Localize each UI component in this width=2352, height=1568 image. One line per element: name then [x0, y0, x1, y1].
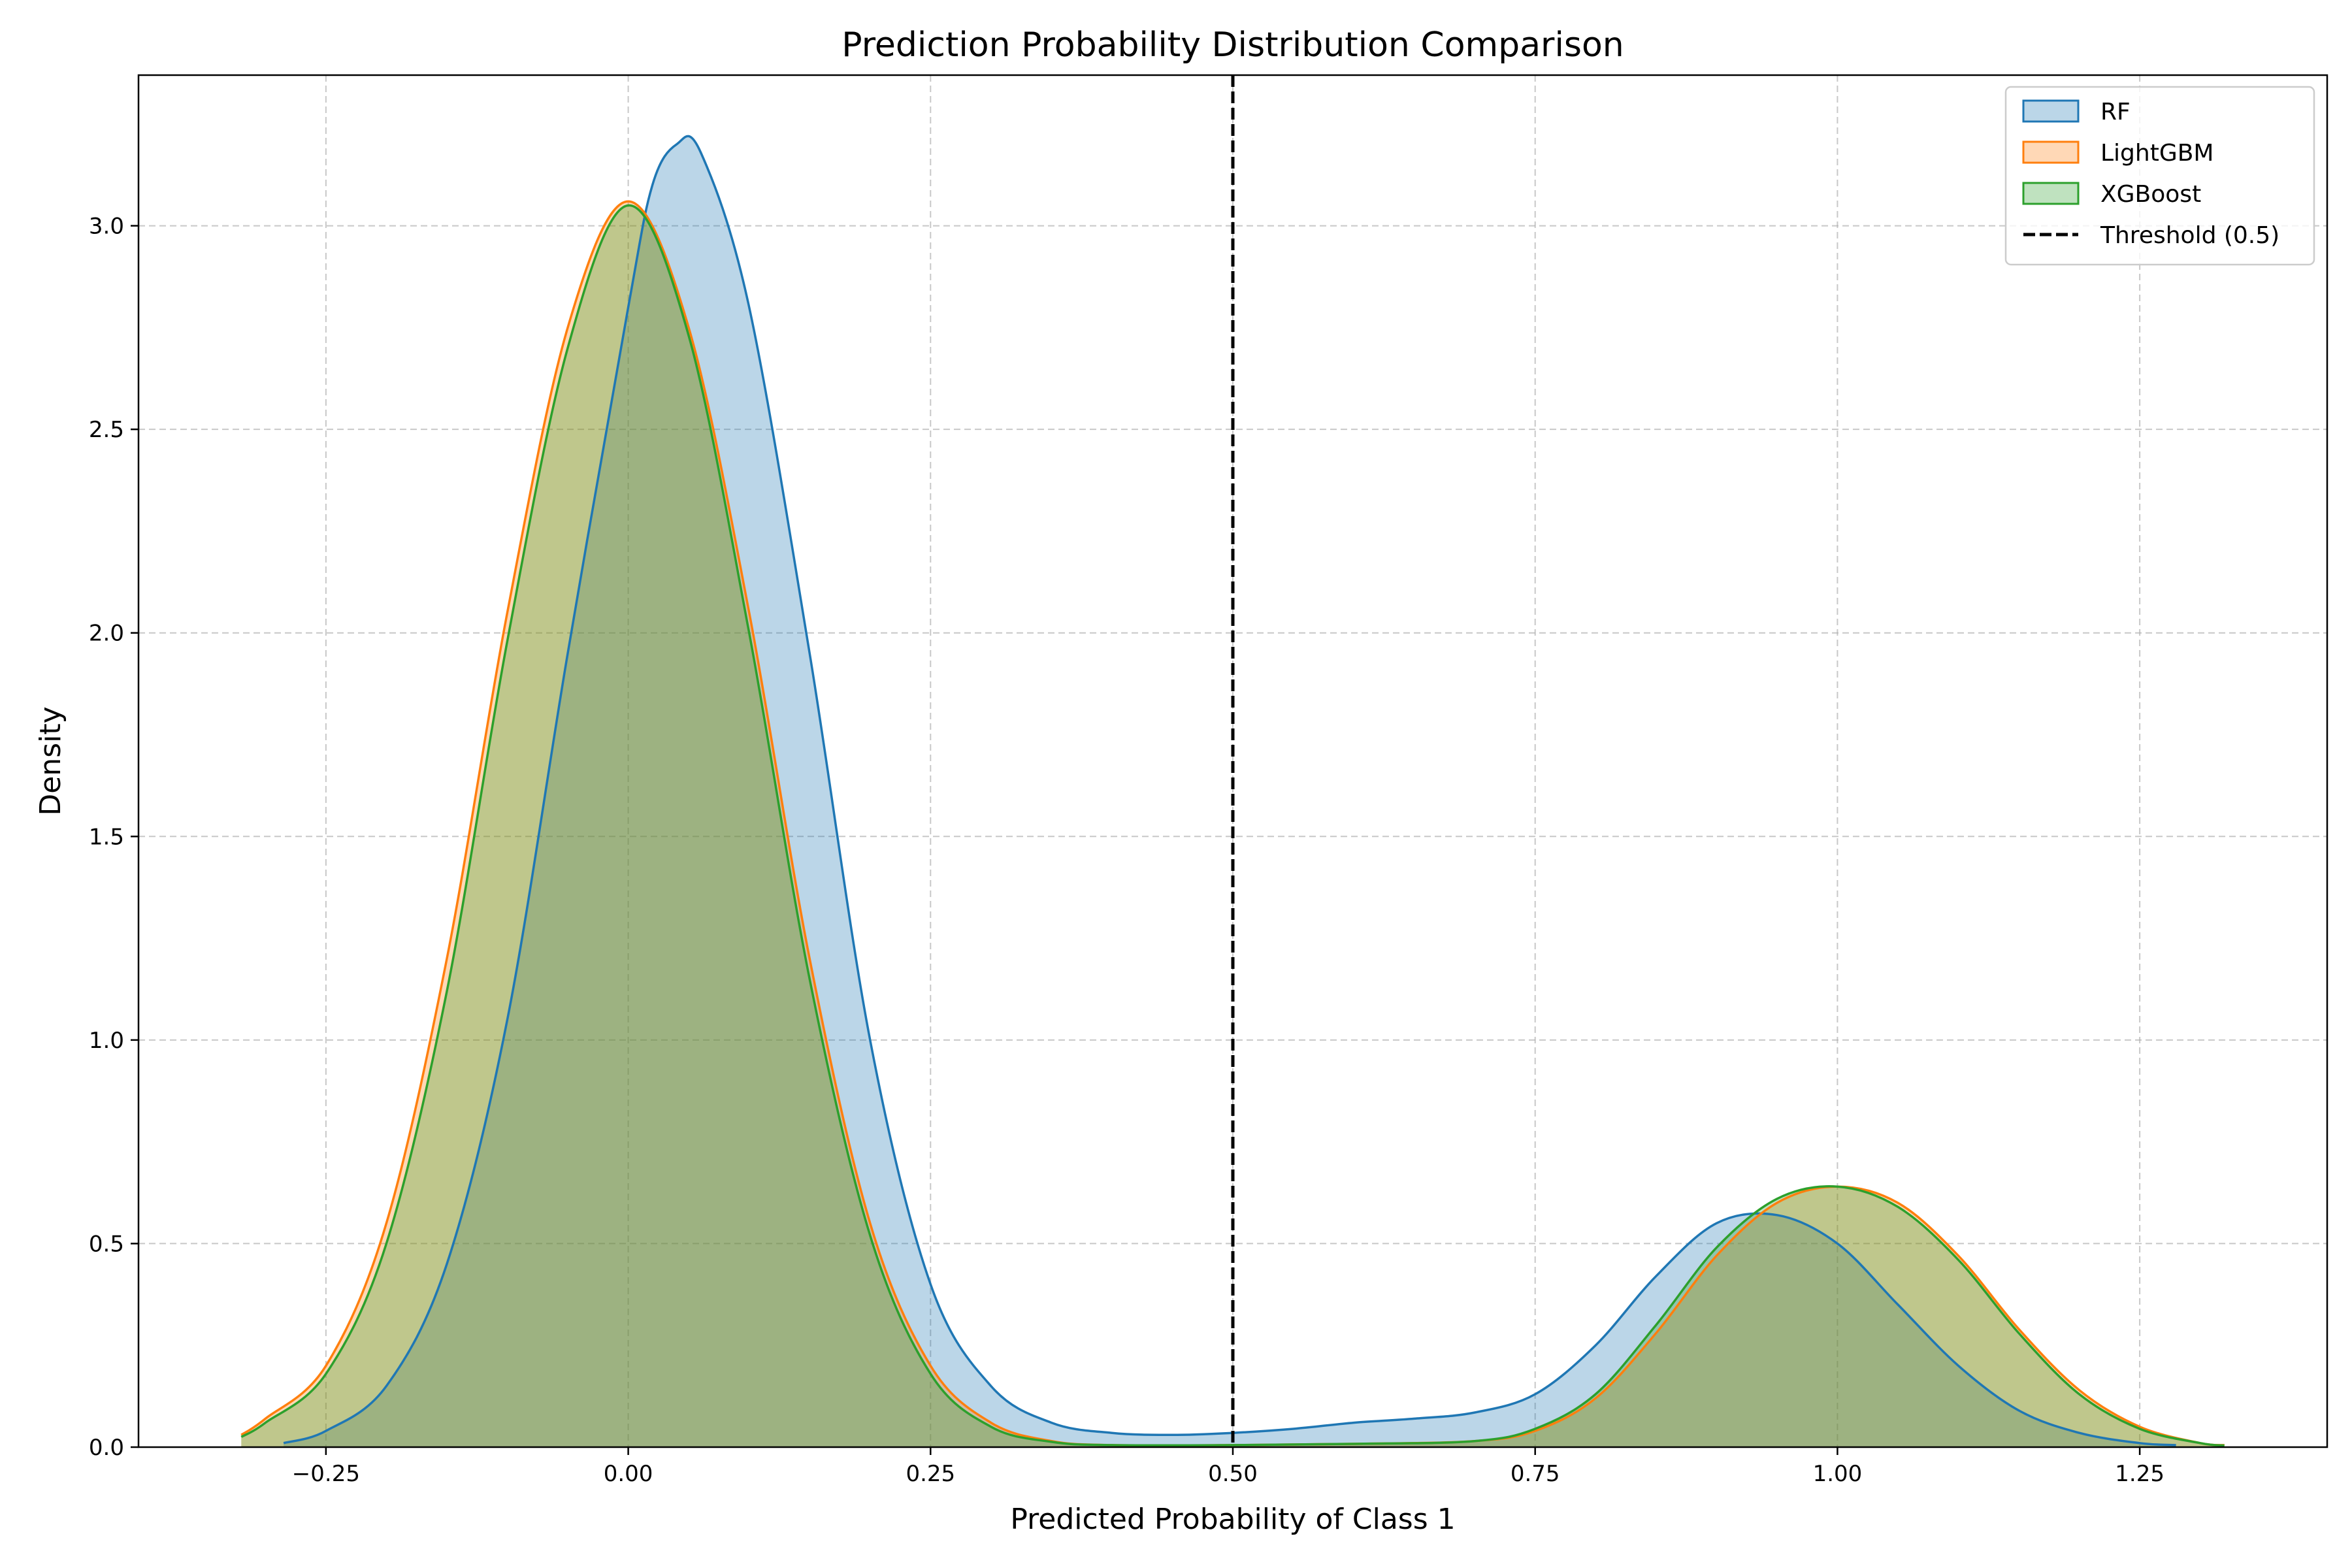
- y-tick-label: 2.0: [89, 621, 124, 647]
- legend-label-threshold: Threshold (0.5): [2100, 222, 2279, 249]
- y-tick-label: 0.5: [89, 1231, 124, 1257]
- x-axis-label: Predicted Probability of Class 1: [1010, 1503, 1455, 1536]
- y-tick-label: 1.5: [89, 824, 124, 850]
- legend-box: [2004, 86, 2315, 266]
- y-tick-label: 0.0: [89, 1435, 124, 1461]
- legend-swatch-rf: [2022, 99, 2080, 123]
- y-axis-ticks: 0.0 0.5 1.0 1.5 2.0 2.5 3.0: [89, 214, 139, 1461]
- legend: RF LightGBM XGBoost Threshold (0.5): [2004, 86, 2315, 266]
- x-tick-label: 1.25: [2115, 1461, 2164, 1487]
- density-line-xgboost: [240, 204, 2225, 1447]
- density-area-xgboost: [241, 205, 2225, 1447]
- x-tick-label: 0.75: [1511, 1461, 1560, 1487]
- density-area-lightgbm: [241, 201, 2225, 1448]
- legend-label-xgboost: XGBoost: [2100, 181, 2201, 208]
- x-axis-ticks: −0.25 0.00 0.25 0.50 0.75 1.00 1.25: [292, 1447, 2164, 1487]
- density-lines: [240, 135, 2225, 1447]
- x-tick-label: −0.25: [292, 1461, 360, 1487]
- legend-swatch-lightgbm: [2022, 140, 2080, 164]
- density-line-rf: [283, 135, 2176, 1446]
- x-tick-label: 1.00: [1813, 1461, 1863, 1487]
- x-tick-label: 0.50: [1208, 1461, 1258, 1487]
- density-areas: [241, 136, 2225, 1448]
- legend-swatch-xgboost: [2022, 182, 2080, 205]
- y-tick-label: 2.5: [89, 417, 124, 443]
- y-tick-label: 3.0: [89, 214, 124, 240]
- density-area-rf: [284, 136, 2176, 1448]
- y-axis-label: Density: [34, 706, 67, 815]
- y-tick-label: 1.0: [89, 1028, 124, 1054]
- legend-label-rf: RF: [2100, 99, 2131, 125]
- density-line-lightgbm: [240, 200, 2225, 1447]
- legend-label-lightgbm: LightGBM: [2100, 140, 2214, 167]
- x-tick-label: 0.25: [906, 1461, 955, 1487]
- x-tick-label: 0.00: [604, 1461, 653, 1487]
- chart-title: Prediction Probability Distribution Comp…: [841, 25, 1624, 65]
